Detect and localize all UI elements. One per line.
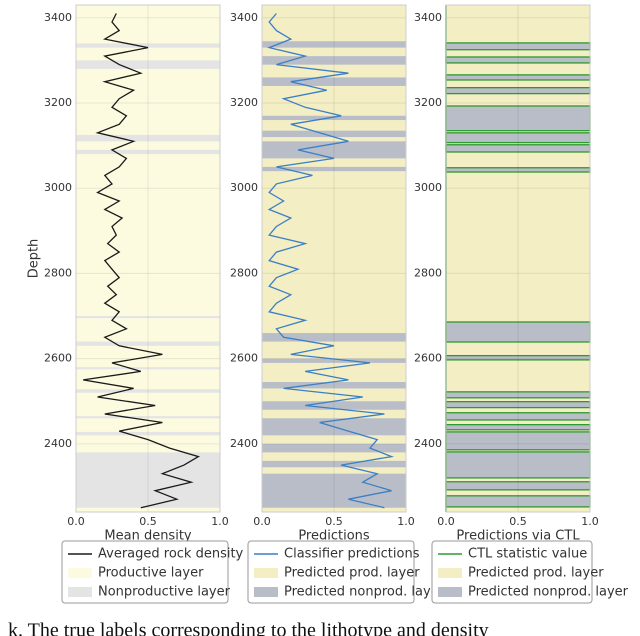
- x-tick-label: 1.0: [581, 515, 599, 528]
- legend-swatch: [438, 568, 462, 578]
- layer-band: [262, 358, 406, 363]
- layer-band: [76, 134, 220, 142]
- layer-band: [262, 460, 406, 468]
- y-tick-label: 2400: [44, 437, 72, 450]
- legend-swatch: [254, 568, 278, 578]
- x-tick-label: 1.0: [211, 515, 229, 528]
- y-tick-label: 3000: [44, 181, 72, 194]
- x-tick-label: 0.5: [509, 515, 527, 528]
- layer-band: [262, 141, 406, 159]
- legend-label: Classifier predictions: [284, 547, 420, 562]
- layer-band: [262, 56, 406, 65]
- x-axis-label: Mean density: [104, 529, 192, 544]
- layer-band: [76, 149, 220, 155]
- caption: k. The true labels corresponding to the …: [8, 620, 489, 636]
- density-line: [267, 13, 395, 509]
- y-tick-label: 3000: [230, 181, 258, 194]
- y-tick-label: 2800: [414, 266, 442, 279]
- legend-box: [247, 540, 415, 604]
- layer-band: [76, 341, 220, 346]
- y-tick-label: 2400: [230, 437, 258, 450]
- x-tick-label: 0.0: [437, 515, 455, 528]
- y-tick-label: 2600: [230, 352, 258, 365]
- layer-band: [262, 382, 406, 389]
- layer-band: [262, 401, 406, 410]
- legend-box: [61, 540, 229, 604]
- y-axis-label: Depth: [27, 239, 42, 279]
- y-tick-label: 2400: [414, 437, 442, 450]
- layer-band: [76, 431, 220, 436]
- y-tick-label: 3400: [414, 11, 442, 24]
- layer-band: [262, 166, 406, 172]
- y-tick-label: 2600: [44, 352, 72, 365]
- x-tick-label: 0.0: [67, 515, 85, 528]
- y-tick-label: 3400: [230, 11, 258, 24]
- legend-label: Predicted prod. layer: [284, 566, 420, 581]
- legend-label: CTL statistic value: [468, 547, 587, 562]
- x-tick-label: 0.0: [253, 515, 271, 528]
- x-tick-label: 0.5: [325, 515, 343, 528]
- x-tick-label: 1.0: [397, 515, 415, 528]
- layer-band: [76, 452, 220, 508]
- legend-label: Predicted nonprod. layer: [284, 585, 445, 600]
- y-tick-label: 3200: [44, 96, 72, 109]
- legend-swatch: [254, 587, 278, 597]
- legend-label: Nonproductive layer: [98, 585, 231, 600]
- layer-band: [262, 443, 406, 453]
- x-axis-label: Predictions via CTL: [456, 529, 580, 544]
- layer-band: [262, 41, 406, 48]
- y-tick-label: 3200: [414, 96, 442, 109]
- layer-band: [262, 115, 406, 121]
- layer-band: [76, 60, 220, 69]
- legend-label: Productive layer: [98, 566, 204, 581]
- layer-band: [262, 333, 406, 342]
- layer-band: [445, 451, 591, 479]
- density-line: [83, 13, 201, 509]
- x-tick-label: 0.5: [139, 515, 157, 528]
- legend-swatch: [68, 568, 92, 578]
- legend-label: Predicted prod. layer: [468, 566, 604, 581]
- layer-band: [76, 43, 220, 48]
- layer-band: [262, 130, 406, 138]
- x-axis-label: Predictions: [298, 529, 370, 544]
- legend-label: Averaged rock density: [98, 547, 244, 562]
- layer-band: [76, 389, 220, 393]
- legend-box: [431, 540, 593, 604]
- legend-swatch: [438, 587, 462, 597]
- layer-band: [76, 367, 220, 370]
- layer-band: [76, 5, 220, 512]
- layer-band: [262, 473, 406, 508]
- legend-swatch: [68, 587, 92, 597]
- y-tick-label: 3000: [414, 181, 442, 194]
- plot-frame: [445, 4, 591, 513]
- y-tick-label: 2800: [230, 266, 258, 279]
- layer-band: [76, 416, 220, 419]
- layer-band: [262, 77, 406, 86]
- y-tick-label: 3200: [230, 96, 258, 109]
- legend-label: Predicted nonprod. layer: [468, 585, 629, 600]
- y-tick-label: 2800: [44, 266, 72, 279]
- plot-frame: [261, 4, 407, 513]
- y-tick-label: 2600: [414, 352, 442, 365]
- plot-frame: [75, 4, 221, 513]
- y-tick-label: 3400: [44, 11, 72, 24]
- layer-band: [76, 316, 220, 319]
